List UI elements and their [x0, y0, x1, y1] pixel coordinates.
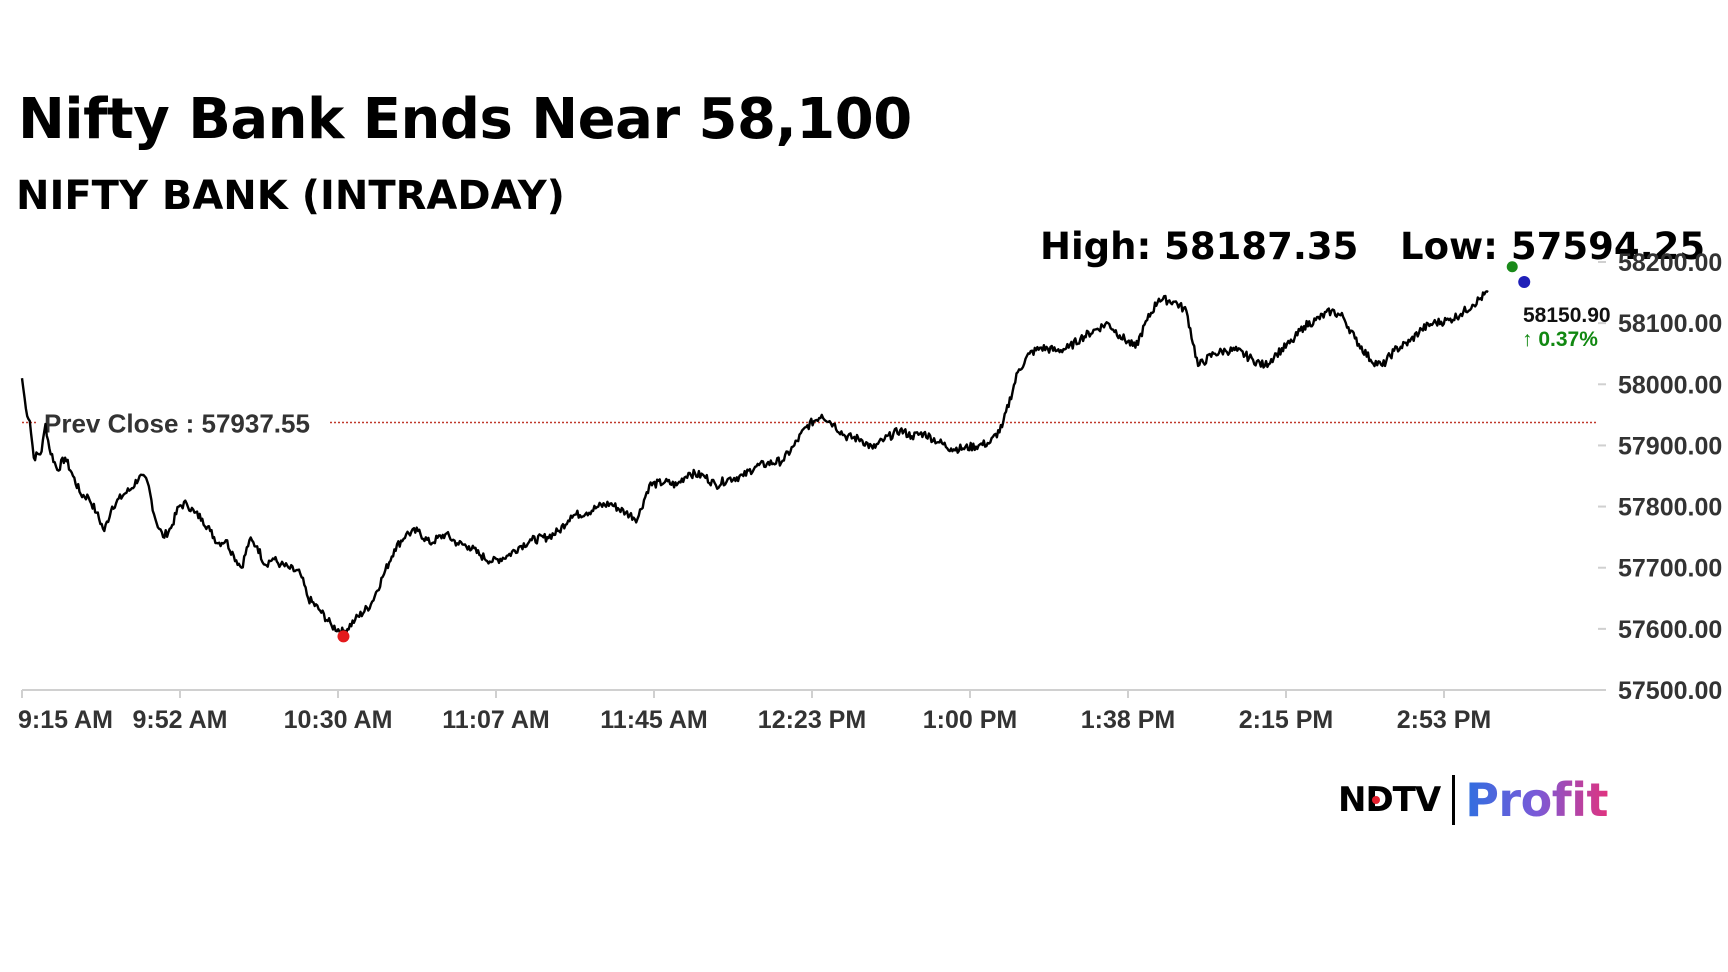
y-tick-label: 57500.00	[1618, 677, 1722, 705]
logo-dot-icon	[1372, 796, 1380, 804]
logo-divider	[1452, 775, 1456, 825]
logo-product-text: Profit	[1465, 773, 1608, 827]
logo-brand-text: NDTV	[1338, 780, 1441, 820]
chart-axes: 9:15 AM 9:52 AM 10:30 AM 11:07 AM 11:45 AM 12…	[18, 249, 1722, 734]
chart-marks: Prev Close : 57937.55 58150.90↑ 0.37%	[20, 261, 1611, 643]
low-marker	[337, 630, 350, 643]
x-tick-label: 9:15 AM	[18, 706, 113, 734]
price-line	[20, 290, 1489, 637]
x-tick-label: 11:45 AM	[600, 706, 707, 734]
y-tick-label: 57700.00	[1618, 555, 1722, 583]
x-tick-label: 2:15 PM	[1239, 706, 1333, 734]
x-tick-label: 12:23 PM	[758, 706, 866, 734]
x-tick-label: 1:00 PM	[923, 706, 1017, 734]
x-tick-label: 10:30 AM	[284, 706, 393, 734]
day-low-label: Low: 57594.25	[1400, 225, 1706, 268]
day-high-label: High: 58187.35	[1040, 225, 1359, 268]
last-price-marker	[1518, 276, 1531, 289]
y-tick-label: 57600.00	[1618, 616, 1722, 644]
x-tick-label: 9:52 AM	[133, 706, 228, 734]
y-tick-label: 58200.00	[1618, 249, 1722, 277]
x-tick-label: 11:07 AM	[442, 706, 549, 734]
x-tick-label: 1:38 PM	[1081, 706, 1175, 734]
chart-subtitle: NIFTY BANK (INTRADAY)	[16, 173, 565, 219]
y-tick-label: 58000.00	[1618, 371, 1722, 399]
prev-close-label: Prev Close : 57937.55	[44, 408, 310, 438]
last-price-label: 58150.90	[1523, 304, 1611, 327]
y-tick-label: 57900.00	[1618, 432, 1722, 460]
high-marker	[1506, 261, 1518, 273]
ndtv-profit-logo: NDTV Profit	[1338, 772, 1608, 828]
y-tick-label: 57800.00	[1618, 494, 1722, 522]
change-percent-label: ↑ 0.37%	[1522, 328, 1598, 351]
y-tick-label: 58100.00	[1618, 310, 1722, 338]
chart-title: Nifty Bank Ends Near 58,100	[18, 87, 912, 152]
x-tick-label: 2:53 PM	[1397, 706, 1491, 734]
